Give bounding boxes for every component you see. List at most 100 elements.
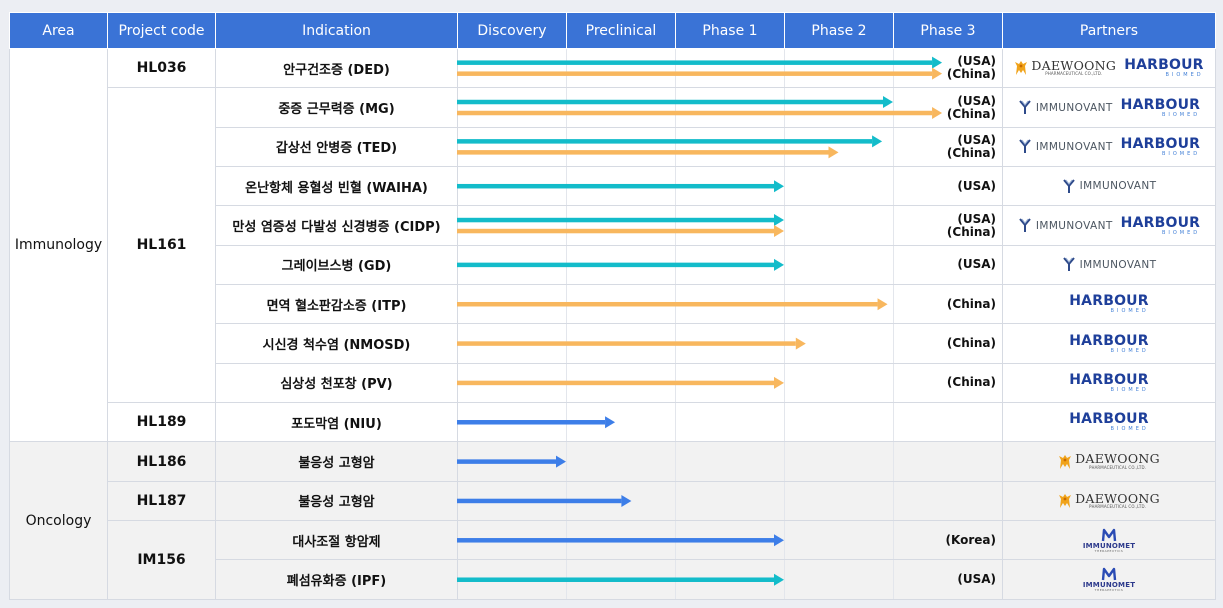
harbour-biomed-logo: HARBOUR BIOMED: [1121, 137, 1200, 157]
partner-cell: HARBOUR BIOMED: [1002, 362, 1216, 404]
harbour-biomed-logo: HARBOUR BIOMED: [1069, 334, 1148, 354]
partner-cell: IMMUNOVANT: [1002, 244, 1216, 286]
immunovant-antibody-icon: [1018, 139, 1032, 154]
region-label: (China): [946, 106, 996, 121]
header-phase-3: Phase 3: [893, 12, 1003, 49]
region-cell: (USA) (China): [893, 205, 1003, 246]
daewoong-bear-icon: [1014, 60, 1028, 76]
partner-cell: DAEWOONG PHARMACEUTICAL CO.,LTD. HARBOUR BI…: [1002, 47, 1216, 89]
partner-logos: HARBOUR BIOMED: [1011, 334, 1207, 354]
region-label: (USA): [957, 572, 996, 587]
region-cell: [893, 441, 1003, 482]
daewoong-bear-icon: [1058, 493, 1072, 509]
harbour-name: HARBOUR: [1069, 293, 1149, 310]
header-preclinical: Preclinical: [566, 12, 676, 49]
region-label: (USA): [957, 132, 996, 147]
immunovant-name: IMMUNOVANT: [1035, 101, 1113, 114]
daewoong-name: DAEWOONG: [1075, 490, 1160, 506]
region-cell: (USA) (China): [893, 47, 1003, 89]
region-cell: (USA): [893, 166, 1003, 207]
pipeline-table: Area Project code Indication Discovery P…: [9, 12, 1216, 600]
harbour-subtitle: BIOMED: [1110, 386, 1149, 393]
project-code-cell: HL161: [107, 87, 216, 404]
header-row: Area Project code Indication Discovery P…: [9, 12, 1216, 49]
region-cell: (China): [893, 362, 1003, 404]
header-project-code: Project code: [107, 12, 216, 49]
project-code-cell: HL186: [107, 441, 216, 482]
immunovant-name: IMMUNOVANT: [1079, 258, 1157, 271]
immunomet-logo: IMMUNOMET THERAPEUTICS: [1083, 567, 1135, 592]
daewoong-name: DAEWOONG: [1075, 451, 1160, 467]
immunovant-antibody-icon: [1018, 218, 1032, 233]
table-row: Oncology HL186 불응성 고형암 DAEWOONG PHARMACEU…: [9, 441, 1216, 600]
immunomet-subtitle: THERAPEUTICS: [1094, 548, 1124, 553]
immunomet-name: IMMUNOMET: [1082, 581, 1136, 590]
immunovant-antibody-icon: [1062, 179, 1076, 194]
partner-cell: HARBOUR BIOMED: [1002, 402, 1216, 443]
partner-logos: IMMUNOVANT HARBOUR BIOMED: [1011, 137, 1207, 157]
indication-cell: 갑상선 안병증 (TED): [215, 126, 458, 168]
daewoong-name: DAEWOONG: [1031, 57, 1117, 73]
partner-cell: IMMUNOVANT: [1002, 166, 1216, 207]
harbour-biomed-logo: HARBOUR BIOMED: [1121, 216, 1200, 236]
partner-logos: IMMUNOVANT: [1011, 179, 1207, 194]
partner-cell: DAEWOONG PHARMACEUTICAL CO.,LTD.: [1002, 441, 1216, 482]
harbour-name: HARBOUR: [1069, 371, 1149, 388]
partner-cell: IMMUNOVANT HARBOUR BIOMED: [1002, 87, 1216, 128]
table-row: Immunology HL036 안구건조증 (DED) (USA) (China…: [9, 47, 1216, 443]
partner-logos: IMMUNOMET THERAPEUTICS: [1011, 567, 1207, 592]
immunovant-logo: IMMUNOVANT: [1018, 218, 1113, 233]
region-label: (China): [946, 145, 996, 160]
pipeline-slide: Area Project code Indication Discovery P…: [9, 12, 1216, 600]
region-cell: (USA): [893, 244, 1003, 286]
region-label: (China): [946, 336, 996, 351]
region-cell: (USA) (China): [893, 87, 1003, 128]
partner-cell: DAEWOONG PHARMACEUTICAL CO.,LTD.: [1002, 480, 1216, 522]
immunomet-name: IMMUNOMET: [1082, 541, 1136, 550]
harbour-name: HARBOUR: [1124, 57, 1204, 74]
immunovant-logo: IMMUNOVANT: [1018, 100, 1113, 115]
partner-cell: HARBOUR BIOMED: [1002, 284, 1216, 325]
region-label: (China): [946, 375, 996, 390]
indication-cell: 중증 근무력증 (MG): [215, 87, 458, 128]
immunomet-subtitle: THERAPEUTICS: [1094, 588, 1124, 593]
partner-logos: DAEWOONG PHARMACEUTICAL CO.,LTD.: [1011, 490, 1207, 510]
table-row: 면역 혈소판감소증 (ITP) (China) HARBOUR BIOMED: [10, 284, 1216, 325]
harbour-subtitle: BIOMED: [1161, 111, 1201, 118]
harbour-subtitle: BIOMED: [1161, 150, 1201, 157]
daewoong-logo: DAEWOONG PHARMACEUTICAL CO.,LTD.: [1058, 490, 1160, 510]
immunovant-name: IMMUNOVANT: [1035, 219, 1113, 232]
project-code-cell: IM156: [107, 520, 216, 600]
region-cell: (USA): [893, 559, 1003, 600]
indication-cell: 불응성 고형암: [215, 480, 458, 522]
indication-cell: 대사조절 항암제: [215, 520, 458, 561]
partner-logos: IMMUNOVANT HARBOUR BIOMED: [1011, 216, 1207, 236]
harbour-name: HARBOUR: [1120, 135, 1201, 152]
daewoong-bear-icon: [1058, 454, 1072, 470]
partner-logos: IMMUNOMET THERAPEUTICS: [1011, 528, 1207, 553]
table-row: IM156 대사조절 항암제 (Korea) IMMUNOMET THERAPEU…: [10, 520, 1216, 600]
area-cell-immunology: Immunology: [9, 47, 108, 443]
table-row: HL189 포도막염 (NIU) HARBOUR BIOMED: [10, 402, 1216, 443]
partner-logos: DAEWOONG PHARMACEUTICAL CO.,LTD.: [1011, 453, 1207, 470]
immunovant-logo: IMMUNOVANT: [1018, 139, 1113, 154]
table-row: 시신경 척수염 (NMOSD) (China) HARBOUR BIOMED: [10, 323, 1216, 364]
table-row: 갑상선 안병증 (TED) (USA) (China) IMMUNOVANT HAR…: [10, 126, 1216, 168]
immunovant-logo: IMMUNOVANT: [1062, 179, 1157, 194]
harbour-name: HARBOUR: [1120, 96, 1201, 113]
immunomet-m-icon: [1101, 528, 1117, 542]
region-label: (China): [946, 67, 996, 82]
immunovant-logo: IMMUNOVANT: [1062, 257, 1157, 272]
daewoong-subtitle: PHARMACEUTICAL CO.,LTD.: [1088, 504, 1147, 510]
table-row: HL161 중증 근무력증 (MG) (USA) (China) IMMUNOVA…: [10, 87, 1216, 404]
indication-cell: 면역 혈소판감소증 (ITP): [215, 284, 458, 325]
region-cell: (China): [893, 284, 1003, 325]
header-area: Area: [9, 12, 108, 49]
harbour-biomed-logo: HARBOUR BIOMED: [1124, 58, 1203, 78]
region-cell: (China): [893, 323, 1003, 364]
harbour-subtitle: BIOMED: [1110, 426, 1149, 433]
region-label: (Korea): [945, 532, 996, 547]
harbour-subtitle: BIOMED: [1110, 308, 1149, 315]
table-row: 만성 염증성 다발성 신경병증 (CIDP) (USA) (China) IMMU…: [10, 205, 1216, 246]
header-partners: Partners: [1002, 12, 1216, 49]
